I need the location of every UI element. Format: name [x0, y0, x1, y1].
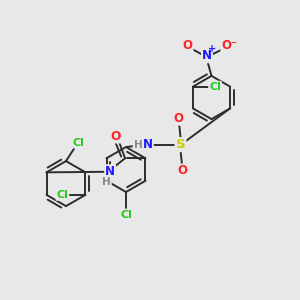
Text: O: O: [182, 39, 193, 52]
Text: N: N: [105, 165, 115, 178]
Text: Cl: Cl: [120, 209, 132, 220]
Text: O: O: [110, 130, 120, 142]
Text: Cl: Cl: [73, 137, 85, 148]
Text: O: O: [177, 164, 188, 178]
Text: O: O: [174, 112, 184, 125]
Text: S: S: [176, 138, 185, 151]
Text: N: N: [202, 49, 212, 62]
Text: Cl: Cl: [209, 82, 221, 92]
Text: H: H: [102, 177, 111, 187]
Text: N: N: [143, 138, 153, 151]
Text: H: H: [134, 140, 142, 150]
Text: +: +: [208, 44, 217, 54]
Text: Cl: Cl: [56, 190, 68, 200]
Text: O⁻: O⁻: [221, 39, 238, 52]
